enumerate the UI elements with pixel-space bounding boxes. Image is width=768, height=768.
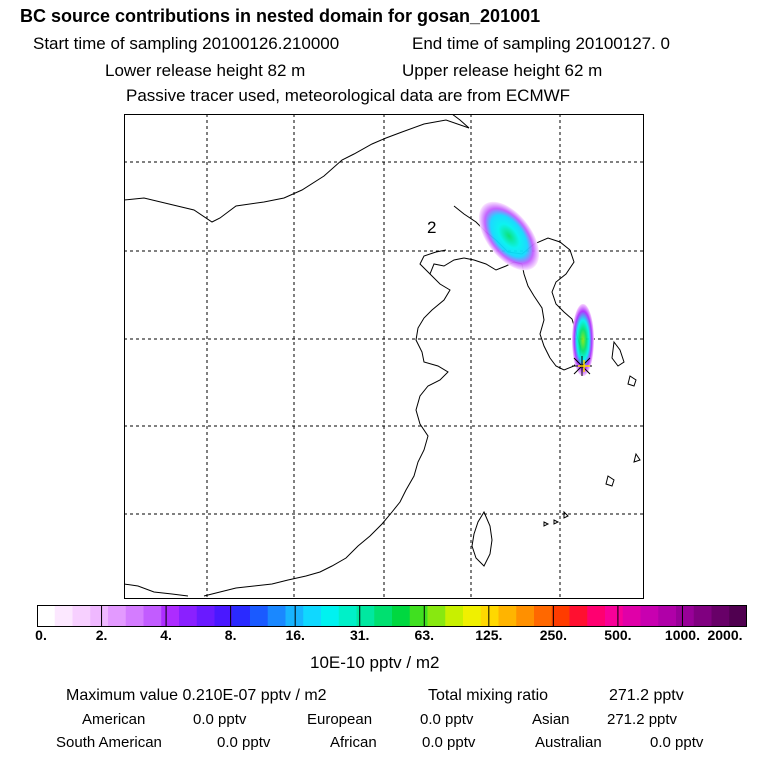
colorbar-cell: [534, 605, 553, 627]
colorbar-tick-label: 500.: [604, 627, 632, 643]
ryukyu-island: [543, 521, 550, 527]
colorbar-cell: [551, 605, 571, 627]
colorbar-cell: [143, 605, 162, 627]
coastlines: [124, 114, 641, 597]
colorbar-cell: [37, 605, 56, 627]
total-mixing-label: Total mixing ratio: [428, 687, 549, 704]
source-name: African: [330, 734, 377, 751]
colorbar-cell: [658, 605, 677, 627]
colorbar-cell: [480, 605, 500, 627]
source-name: American: [82, 711, 146, 728]
colorbar-tick-label: 8.: [224, 627, 237, 643]
tracer-note: Passive tracer used, meteorological data…: [126, 86, 571, 105]
taiwan-island: [471, 510, 493, 567]
colorbar-cell: [605, 605, 624, 627]
ryukyu-island: [563, 510, 569, 519]
colorbar-cell: [516, 605, 535, 627]
colorbar-cell: [711, 605, 730, 627]
colorbar-cell: [463, 605, 482, 627]
colorbar-cell: [729, 605, 747, 627]
map-panel: 2: [124, 114, 644, 599]
source-value: 271.2 pptv: [607, 711, 678, 728]
korea-east-coast: [549, 249, 581, 371]
colorbar-cell: [427, 605, 446, 627]
colorbar-cell: [374, 605, 393, 627]
end-time-label: End time of sampling 20100127. 0: [412, 34, 671, 53]
map-label-2: 2: [427, 218, 436, 237]
colorbar-tick-label: 2000.: [707, 627, 743, 643]
colorbar-cell: [232, 605, 251, 627]
colorbar-tick-label: 125.: [475, 627, 503, 643]
receptor-star: [578, 360, 590, 372]
lower-release-label: Lower release height 82 m: [105, 61, 306, 80]
colorbar-tick-label: 31.: [349, 627, 370, 643]
border-northeast: [451, 114, 470, 129]
korea-west-coast: [521, 263, 551, 359]
colorbar-cell: [214, 605, 233, 627]
colorbar-cell: [285, 605, 304, 627]
total-mixing-value: 271.2 pptv: [609, 687, 684, 704]
colorbar-cell: [90, 605, 109, 627]
map-grid: [124, 114, 644, 599]
colorbar-cell: [108, 605, 127, 627]
bohai-coast: [419, 249, 447, 275]
colorbar-cell: [356, 605, 375, 627]
colorbar-cell: [125, 605, 145, 627]
colorbar-cell: [569, 605, 588, 627]
colorbar-cell: [445, 605, 464, 627]
colorbar-tick-label: 1000.: [664, 627, 700, 643]
source-value: 0.0 pptv: [193, 711, 247, 728]
colorbar-cell: [303, 605, 322, 627]
colorbar: [37, 605, 747, 627]
south-coast: [124, 583, 189, 597]
japan-island: [627, 375, 637, 387]
colorbar-cell: [409, 605, 429, 627]
source-value: 0.0 pptv: [422, 734, 476, 751]
colorbar-cell: [250, 605, 269, 627]
colorbar-cell: [161, 605, 180, 627]
maximum-value-label: Maximum value 0.210E-07 pptv / m2: [66, 687, 327, 704]
colorbar-unit: 10E-10 pptv / m2: [310, 653, 440, 672]
colorbar-cell: [640, 605, 659, 627]
source-name: European: [307, 711, 373, 728]
colorbar-tick-label: 0.: [35, 627, 47, 643]
plume-korea: [572, 304, 594, 376]
colorbar-tick-label: 63.: [414, 627, 434, 643]
plot-title: BC source contributions in nested domain…: [20, 6, 541, 26]
source-name: South American: [56, 734, 162, 751]
colorbar-cell: [196, 605, 216, 627]
ryukyu-island: [553, 519, 560, 525]
china-coast: [203, 257, 465, 597]
plume-north: [478, 201, 540, 271]
colorbar-tick-label: 2.: [95, 627, 108, 643]
border-north: [124, 119, 470, 223]
colorbar-tick-label: 4.: [160, 627, 172, 643]
colorbar-tick-label: 16.: [285, 627, 305, 643]
source-name: Australian: [535, 734, 602, 751]
colorbar-cell: [179, 605, 198, 627]
colorbar-cell: [267, 605, 287, 627]
source-value: 0.0 pptv: [420, 711, 474, 728]
colorbar-cell: [676, 605, 695, 627]
ryukyu-island: [633, 452, 641, 463]
ryukyu-island: [605, 475, 615, 487]
japan-island: [611, 340, 625, 367]
colorbar-cell: [321, 605, 340, 627]
upper-release-label: Upper release height 62 m: [402, 61, 603, 80]
colorbar-cell: [54, 605, 74, 627]
colorbar-cell: [693, 605, 713, 627]
source-value: 0.0 pptv: [217, 734, 271, 751]
colorbar-cell: [392, 605, 411, 627]
colorbar-frame: [37, 605, 747, 627]
colorbar-cell: [338, 605, 358, 627]
source-name: Asian: [532, 711, 570, 728]
colorbar-cell: [72, 605, 91, 627]
colorbar-cell: [498, 605, 517, 627]
source-value: 0.0 pptv: [650, 734, 704, 751]
start-time-label: Start time of sampling 20100126.210000: [33, 34, 340, 53]
colorbar-cell: [587, 605, 606, 627]
colorbar-tick-label: 250.: [539, 627, 567, 643]
colorbar-cell: [622, 605, 642, 627]
